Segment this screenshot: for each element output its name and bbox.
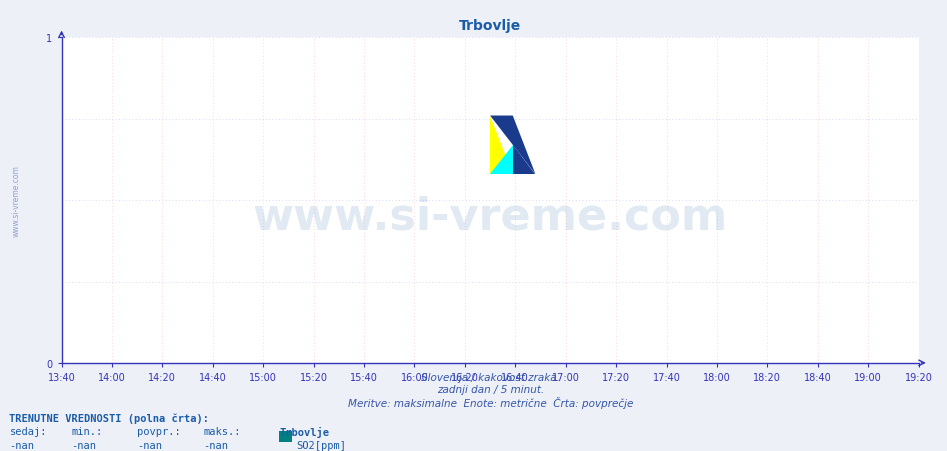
Text: www.si-vreme.com: www.si-vreme.com [253, 195, 727, 239]
Text: -nan: -nan [137, 440, 162, 450]
Text: povpr.:: povpr.: [137, 426, 181, 436]
Text: min.:: min.: [71, 426, 102, 436]
Polygon shape [512, 146, 535, 175]
Polygon shape [491, 116, 535, 175]
Text: Trbovlje: Trbovlje [279, 426, 330, 437]
Polygon shape [491, 146, 512, 175]
Text: sedaj:: sedaj: [9, 426, 47, 436]
Text: Slovenija / kakovost zraka.: Slovenija / kakovost zraka. [421, 372, 560, 382]
Text: -nan: -nan [9, 440, 34, 450]
Text: www.si-vreme.com: www.si-vreme.com [11, 165, 21, 237]
Text: TRENUTNE VREDNOSTI (polna črta):: TRENUTNE VREDNOSTI (polna črta): [9, 413, 209, 423]
Text: -nan: -nan [71, 440, 96, 450]
Text: SO2[ppm]: SO2[ppm] [296, 440, 347, 450]
Text: Meritve: maksimalne  Enote: metrične  Črta: povprečje: Meritve: maksimalne Enote: metrične Črta… [348, 396, 634, 409]
Polygon shape [491, 116, 512, 175]
Text: maks.:: maks.: [204, 426, 241, 436]
Title: Trbovlje: Trbovlje [459, 19, 521, 33]
Text: zadnji dan / 5 minut.: zadnji dan / 5 minut. [437, 384, 545, 394]
Text: -nan: -nan [204, 440, 228, 450]
